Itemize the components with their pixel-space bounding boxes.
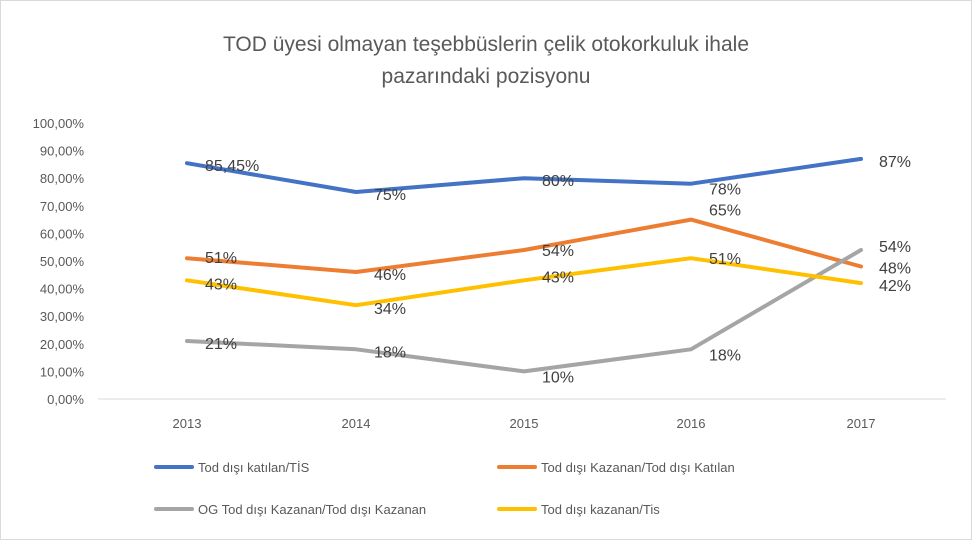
data-label: 54%: [879, 239, 911, 256]
series-line-1: [185, 156, 863, 194]
series-line-4: [185, 256, 863, 308]
data-labels: 85,45% 75% 80% 78% 87% 51% 46% 54% 65% 48% 21% 18% 1…: [205, 154, 911, 387]
legend-label-3: OG Tod dışı Kazanan/Tod dışı Kazanan: [198, 502, 426, 517]
series-line-2: [185, 217, 863, 274]
y-tick-label: 80,00%: [40, 171, 85, 186]
chart-title-line-1: TOD üyesi olmayan teşebbüslerin çelik ot…: [223, 33, 749, 56]
series-layer: [185, 156, 863, 374]
data-label: 48%: [879, 261, 911, 278]
y-tick-label: 20,00%: [40, 337, 85, 352]
y-tick-label: 10,00%: [40, 364, 85, 379]
legend-label-1: Tod dışı katılan/TİS: [198, 460, 310, 475]
legend-label-4: Tod dışı kazanan/Tis: [541, 502, 660, 517]
x-tick-label: 2015: [510, 416, 539, 431]
data-label: 51%: [709, 251, 741, 268]
data-label: 43%: [205, 276, 237, 293]
data-label: 80%: [542, 173, 574, 190]
data-label: 34%: [374, 301, 406, 318]
data-label: 51%: [205, 250, 237, 267]
y-tick-label: 90,00%: [40, 144, 85, 159]
data-label: 85,45%: [205, 158, 259, 175]
legend: Tod dışı katılan/TİS Tod dışı Kazanan/Tod…: [154, 460, 735, 517]
chart-title-line-2: pazarındaki pozisyonu: [382, 65, 591, 88]
data-label: 87%: [879, 154, 911, 171]
y-tick-label: 60,00%: [40, 226, 85, 241]
series-line-3: [185, 248, 863, 374]
x-tick-label: 2016: [677, 416, 706, 431]
x-tick-label: 2014: [342, 416, 371, 431]
data-label: 65%: [709, 203, 741, 220]
data-label: 46%: [374, 267, 406, 284]
data-label: 21%: [205, 336, 237, 353]
data-label: 42%: [879, 278, 911, 295]
data-label: 18%: [709, 347, 741, 364]
axes: 0,00% 10,00% 20,00% 30,00% 40,00% 50,00% 60,00…: [33, 116, 946, 431]
y-tick-label: 50,00%: [40, 254, 85, 269]
y-tick-label: 30,00%: [40, 309, 85, 324]
y-tick-label: 0,00%: [47, 392, 84, 407]
chart-title: TOD üyesi olmayan teşebbüslerin çelik ot…: [223, 33, 749, 88]
data-label: 78%: [709, 182, 741, 199]
legend-label-2: Tod dışı Kazanan/Tod dışı Katılan: [541, 460, 735, 475]
x-tick-label: 2013: [173, 416, 202, 431]
y-tick-label: 100,00%: [33, 116, 85, 131]
data-label: 75%: [374, 187, 406, 204]
y-tick-label: 40,00%: [40, 282, 85, 297]
data-label: 10%: [542, 369, 574, 386]
data-label: 43%: [542, 269, 574, 286]
data-label: 18%: [374, 344, 406, 361]
y-tick-label: 70,00%: [40, 199, 85, 214]
x-tick-label: 2017: [847, 416, 876, 431]
data-label: 54%: [542, 243, 574, 260]
